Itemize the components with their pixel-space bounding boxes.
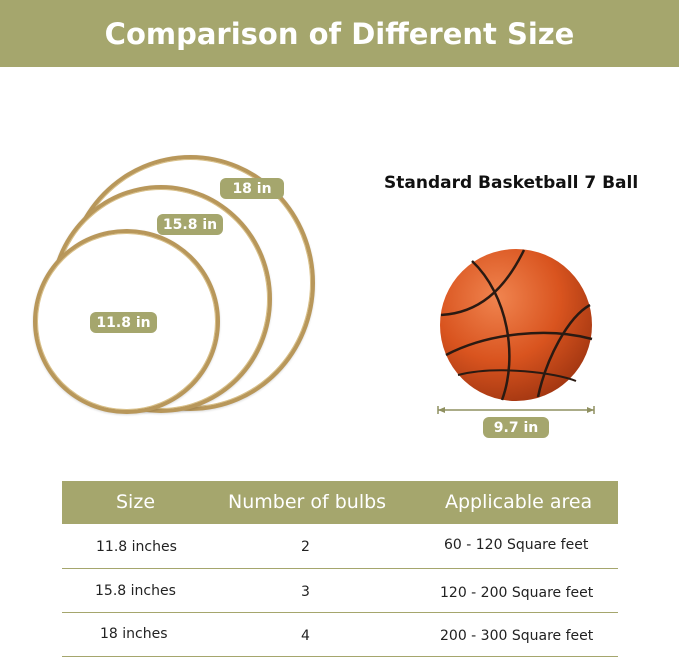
- header-area: Applicable area: [445, 491, 593, 513]
- cell-bulbs: 4: [301, 628, 310, 644]
- page-title: Comparison of Different Size: [104, 16, 575, 51]
- header-size: Size: [116, 491, 156, 513]
- ball-diameter-label: 9.7 in: [483, 417, 549, 438]
- basketball-image: [440, 249, 593, 401]
- cell-size: 11.8 inches: [96, 539, 177, 555]
- cell-bulbs: 2: [301, 539, 310, 555]
- row-divider: [62, 612, 618, 613]
- cell-area: 200 - 300 Square feet: [440, 628, 594, 644]
- diameter-measure-line: [437, 406, 595, 414]
- cell-area: 60 - 120 Square feet: [444, 537, 589, 553]
- cell-bulbs: 3: [301, 584, 310, 600]
- row-divider: [62, 656, 618, 657]
- header-bulbs: Number of bulbs: [228, 491, 387, 513]
- page-title-banner: Comparison of Different Size: [0, 0, 679, 67]
- ring-label-11-8in: 11.8 in: [90, 312, 157, 333]
- table-row: 15.8 inches 3 120 - 200 Square feet: [62, 569, 618, 612]
- ring-label-15-8in: 15.8 in: [157, 214, 223, 235]
- table-row: 11.8 inches 2 60 - 120 Square feet: [62, 524, 618, 567]
- table-row: 18 inches 4 200 - 300 Square feet: [62, 613, 618, 656]
- ring-label-18in: 18 in: [220, 178, 284, 199]
- row-divider: [62, 568, 618, 569]
- cell-area: 120 - 200 Square feet: [440, 585, 594, 601]
- cell-size: 15.8 inches: [95, 583, 176, 599]
- ball-title: Standard Basketball 7 Ball: [384, 173, 639, 193]
- table-header: Size Number of bulbs Applicable area: [62, 481, 618, 524]
- cell-size: 18 inches: [100, 626, 168, 642]
